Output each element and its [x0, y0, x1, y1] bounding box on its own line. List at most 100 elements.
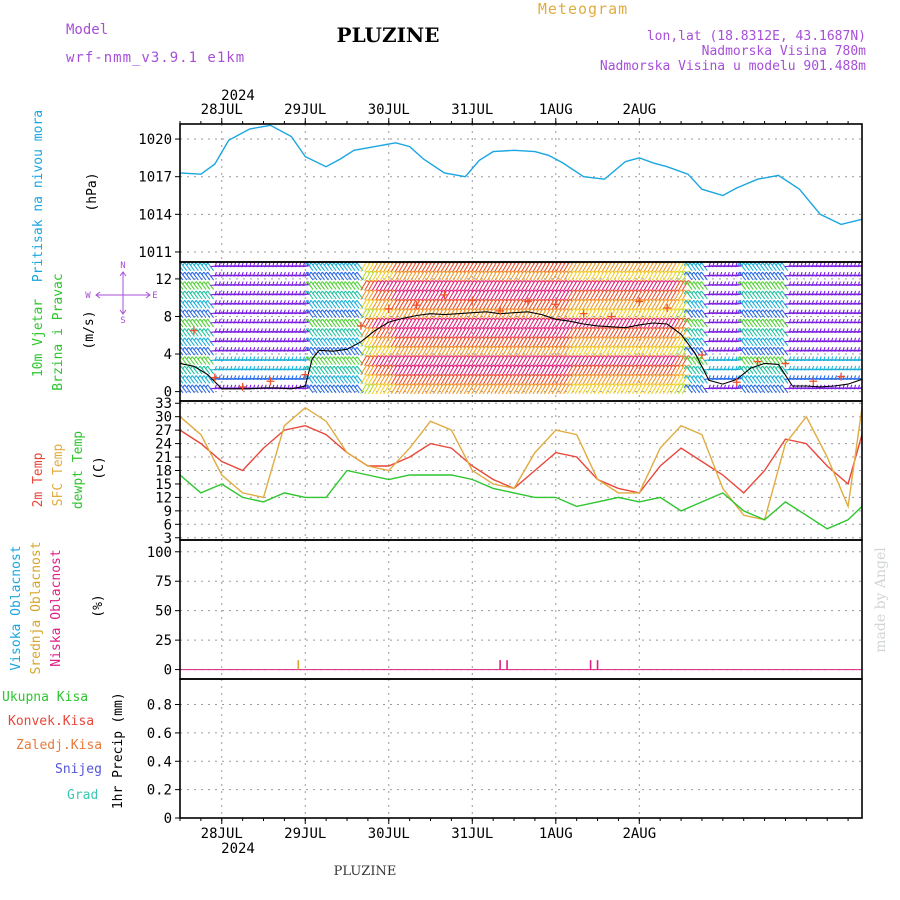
- wind-barb: [695, 290, 704, 300]
- wind-barb: [752, 318, 762, 328]
- wind-barb: [744, 356, 754, 365]
- wind-barb: [323, 384, 333, 394]
- wind-barb: [741, 356, 750, 365]
- wind-barb: [308, 271, 318, 281]
- wind-barb: [327, 384, 337, 394]
- wind-barb: [775, 290, 785, 300]
- y-tick-label: 30: [155, 410, 172, 426]
- wind-barb: [327, 318, 337, 328]
- wind-barb: [741, 299, 750, 309]
- x-tick-label-top: 1AUG: [539, 102, 573, 118]
- wind-barb: [323, 290, 333, 300]
- cloud-ylabel3: Niska Oblacnost: [49, 549, 64, 666]
- wind-barb: [180, 322, 184, 328]
- wind-barb: [316, 281, 326, 290]
- wind-barb: [760, 384, 770, 394]
- wind-barb: [683, 346, 693, 356]
- wind-barb: [189, 356, 199, 365]
- wind-barb: [201, 318, 211, 328]
- wind-barb: [339, 318, 349, 328]
- wind-barb: [312, 309, 322, 319]
- wind-barb: [691, 384, 701, 394]
- wind-barb: [756, 346, 766, 356]
- wind-barb: [304, 328, 314, 337]
- wind-barb: [744, 328, 754, 337]
- y-tick-label: 50: [155, 604, 172, 620]
- wind-barb: [695, 299, 704, 309]
- wind-barb: [752, 337, 762, 347]
- wind-barb: [756, 281, 766, 290]
- wind-barb: [737, 262, 747, 272]
- wind-barb: [312, 318, 322, 328]
- wind-barb: [691, 356, 701, 365]
- wind-barb: [687, 328, 697, 337]
- wind-barb: [323, 365, 333, 375]
- wind-barb: [189, 318, 199, 328]
- wind-barb: [760, 290, 770, 300]
- wind-gust-marker: [384, 304, 393, 313]
- x-tick-label-bottom: 30JUL: [368, 826, 410, 842]
- wind-barb: [331, 271, 341, 281]
- wind-barb: [691, 375, 701, 384]
- wind-barb: [775, 375, 785, 384]
- wind-barb: [342, 281, 352, 290]
- wind-barb: [741, 290, 750, 300]
- wind-barb: [767, 375, 777, 384]
- wind-barb: [189, 299, 199, 309]
- wind-barb: [775, 328, 785, 337]
- wind-gust-marker: [781, 359, 790, 368]
- wind-barb: [767, 318, 777, 328]
- wind-barb: [346, 365, 356, 375]
- y-tick-label: 9: [164, 504, 172, 520]
- wind-barb: [763, 271, 773, 281]
- wind-barb: [691, 365, 701, 375]
- wind-barb: [327, 290, 337, 300]
- y-tick-label: 3: [164, 531, 172, 547]
- wind-barb: [691, 328, 701, 337]
- wind-barb: [683, 281, 693, 290]
- wind-barb: [312, 375, 322, 384]
- year-top: 2024: [221, 88, 255, 104]
- wind-barb: [737, 309, 747, 319]
- wind-barb: [744, 281, 754, 290]
- y-tick-label: 0.6: [147, 726, 172, 742]
- wind-barb: [695, 318, 704, 328]
- wind-barb: [342, 271, 352, 281]
- wind-barb: [691, 262, 701, 272]
- model-label: Model: [66, 22, 108, 38]
- wind-barb: [308, 375, 318, 384]
- wind-barb: [189, 365, 199, 375]
- wind-barb: [771, 337, 781, 347]
- wind-barb: [327, 271, 337, 281]
- wind-barb: [335, 337, 345, 347]
- wind-barb: [763, 299, 773, 309]
- wind-barb: [748, 356, 758, 365]
- wind-barb: [180, 340, 184, 347]
- wind-barb: [193, 299, 203, 309]
- wind-barb: [319, 309, 329, 319]
- wind-barb: [350, 375, 360, 384]
- y-tick-label: 18: [155, 464, 172, 480]
- wind-barb: [189, 281, 199, 290]
- wind-barb: [683, 271, 693, 281]
- wind-barb: [197, 337, 207, 347]
- wind-barb: [335, 271, 345, 281]
- wind-barb: [319, 271, 329, 281]
- footer-station: PLUZINE: [334, 864, 397, 879]
- wind-barb: [335, 262, 345, 272]
- wind-barb: [695, 281, 704, 290]
- wind-gust-marker: [837, 372, 846, 381]
- wind-barb: [695, 337, 704, 347]
- wind-barb: [339, 290, 349, 300]
- wind-barb: [775, 346, 785, 356]
- wind-barb: [767, 356, 777, 365]
- wind-ylabel: 10m Vjetar: [31, 299, 46, 377]
- wind-barb: [346, 299, 356, 309]
- wind-barb: [193, 309, 203, 319]
- wind-barb: [756, 318, 766, 328]
- wind-barb: [180, 275, 184, 281]
- panel-frame: [179, 123, 863, 263]
- wind-barb: [193, 346, 203, 356]
- wind-barb: [331, 262, 341, 272]
- wind-ylabel2: Brzina i Pravac: [51, 273, 66, 390]
